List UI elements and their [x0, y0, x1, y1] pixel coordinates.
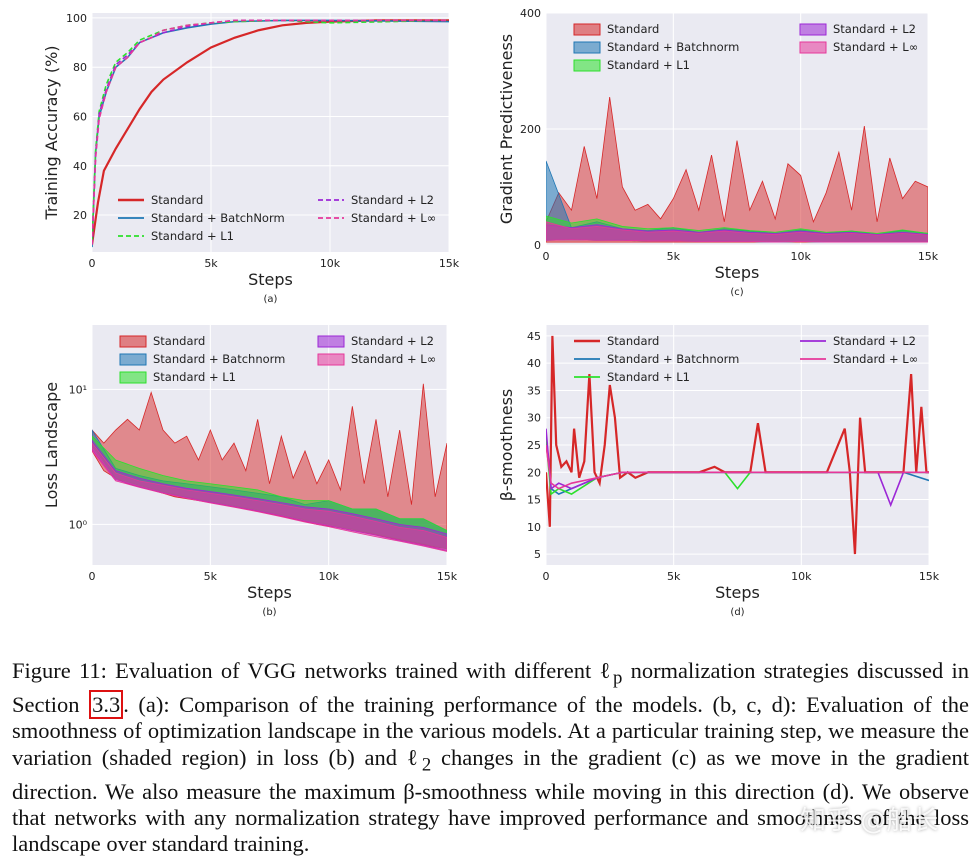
legend-swatch [573, 59, 601, 72]
y-axis-label: Training Accuracy (%) [42, 45, 61, 220]
panel-label: (a) [264, 294, 278, 305]
legend-label: Standard + L1 [151, 229, 234, 243]
legend-swatch [799, 41, 827, 54]
legend-swatch [799, 23, 827, 36]
plot-area [92, 13, 449, 252]
legend-label: Standard + L2 [351, 193, 434, 207]
y-tick-label: 40 [73, 160, 87, 173]
y-axis-label: Gradient Predictiveness [497, 34, 516, 224]
x-tick-label: 0 [543, 570, 550, 583]
legend-label: Standard + L∞ [833, 352, 918, 366]
y-tick-label: 10 [527, 521, 541, 534]
series-band-standard [546, 97, 928, 243]
y-tick-label: 25 [527, 439, 541, 452]
legend-label: Standard + Batchnorm [153, 352, 285, 366]
x-tick-label: 5k [667, 250, 681, 263]
series-band-standard-l- [92, 442, 447, 552]
y-tick-label: 10⁰ [69, 518, 88, 531]
x-tick-label: 15k [918, 250, 939, 263]
figure-caption: Figure 11: Evaluation of VGG networks tr… [12, 658, 970, 857]
chart-a: 0 5k 10k 15k 20 40 60 80 100 Steps Training Accura… [42, 12, 460, 305]
chart-d: 0 5k 10k 15k 5 10 15 20 25 30 35 40 45 Steps β-smoothn… [497, 325, 940, 618]
legend-swatch [317, 353, 345, 366]
legend-label: Standard + Batchnorm [607, 352, 739, 366]
y-tick-label: 30 [527, 412, 541, 425]
y-tick-label: 10¹ [69, 383, 87, 396]
series-line-standard-l- [546, 444, 929, 490]
y-tick-label: 35 [527, 384, 541, 397]
plot-data [546, 335, 929, 555]
legend-label: Standard [607, 22, 659, 36]
panel-label: (b) [262, 607, 276, 618]
y-tick-label: 80 [73, 61, 87, 74]
x-tick-label: 5k [667, 570, 681, 583]
x-axis-label: Steps [247, 583, 292, 602]
plot-data [92, 19, 449, 248]
legend-label: Standard + L∞ [351, 211, 436, 225]
panel-label: (d) [730, 607, 744, 618]
plot-data [546, 97, 928, 243]
legend-label: Standard [607, 334, 659, 348]
chart-c: 0 5k 10k 15k 0 200 400 Steps Gradient Predictive… [497, 7, 939, 298]
y-tick-label: 20 [73, 209, 87, 222]
y-tick-label: 200 [520, 123, 541, 136]
legend-label: Standard + L1 [607, 370, 690, 384]
x-tick-label: 10k [791, 570, 812, 583]
x-tick-label: 0 [89, 257, 96, 270]
legend-swatch [119, 335, 147, 348]
chart-b: 0 5k 10k 15k 10⁰ 10¹ Steps Loss Landscape (b) Sta… [42, 325, 458, 618]
legend-label: Standard [151, 193, 203, 207]
section-reference-link[interactable]: 3.3 [89, 689, 124, 719]
x-tick-label: 5k [204, 570, 218, 583]
watermark: 知乎 @船长 [800, 806, 939, 836]
x-tick-label: 10k [320, 257, 341, 270]
x-tick-label: 10k [318, 570, 339, 583]
x-tick-label: 0 [89, 570, 96, 583]
legend-label: Standard + L∞ [833, 40, 918, 54]
legend-swatch [119, 353, 147, 366]
y-tick-label: 40 [527, 357, 541, 370]
x-tick-label: 0 [543, 250, 550, 263]
legend-label: Standard + L2 [351, 334, 434, 348]
y-tick-label: 60 [73, 110, 87, 123]
legend-swatch [573, 23, 601, 36]
x-axis-label: Steps [715, 263, 760, 282]
legend-label: Standard + BatchNorm [151, 211, 285, 225]
y-axis-label: Loss Landscape [42, 382, 61, 508]
y-tick-label: 5 [534, 548, 541, 561]
x-tick-label: 5k [204, 257, 218, 270]
legend-label: Standard + L2 [833, 334, 916, 348]
y-tick-label: 15 [527, 494, 541, 507]
panel-label: (c) [730, 287, 743, 298]
x-tick-label: 10k [790, 250, 811, 263]
legend-swatch [573, 41, 601, 54]
legend-label: Standard + L1 [153, 370, 236, 384]
series-band-standard-l- [546, 221, 928, 243]
x-axis-label: Steps [248, 270, 293, 289]
series-line-standard-l- [92, 19, 449, 245]
plot-data [92, 383, 447, 552]
x-tick-label: 15k [437, 570, 458, 583]
legend-label: Standard [153, 334, 205, 348]
legend-label: Standard + Batchnorm [607, 40, 739, 54]
y-axis-label: β-smoothness [497, 389, 516, 502]
y-tick-label: 45 [527, 330, 541, 343]
legend-label: Standard + L2 [833, 22, 916, 36]
x-axis-label: Steps [715, 583, 760, 602]
y-tick-label: 0 [534, 239, 541, 252]
x-tick-label: 15k [439, 257, 460, 270]
legend-swatch [119, 371, 147, 384]
legend-label: Standard + L∞ [351, 352, 436, 366]
y-tick-label: 20 [527, 466, 541, 479]
legend-label: Standard + L1 [607, 58, 690, 72]
y-tick-label: 100 [66, 12, 87, 25]
x-tick-label: 15k [919, 570, 940, 583]
y-tick-label: 400 [520, 7, 541, 20]
legend-swatch [317, 335, 345, 348]
